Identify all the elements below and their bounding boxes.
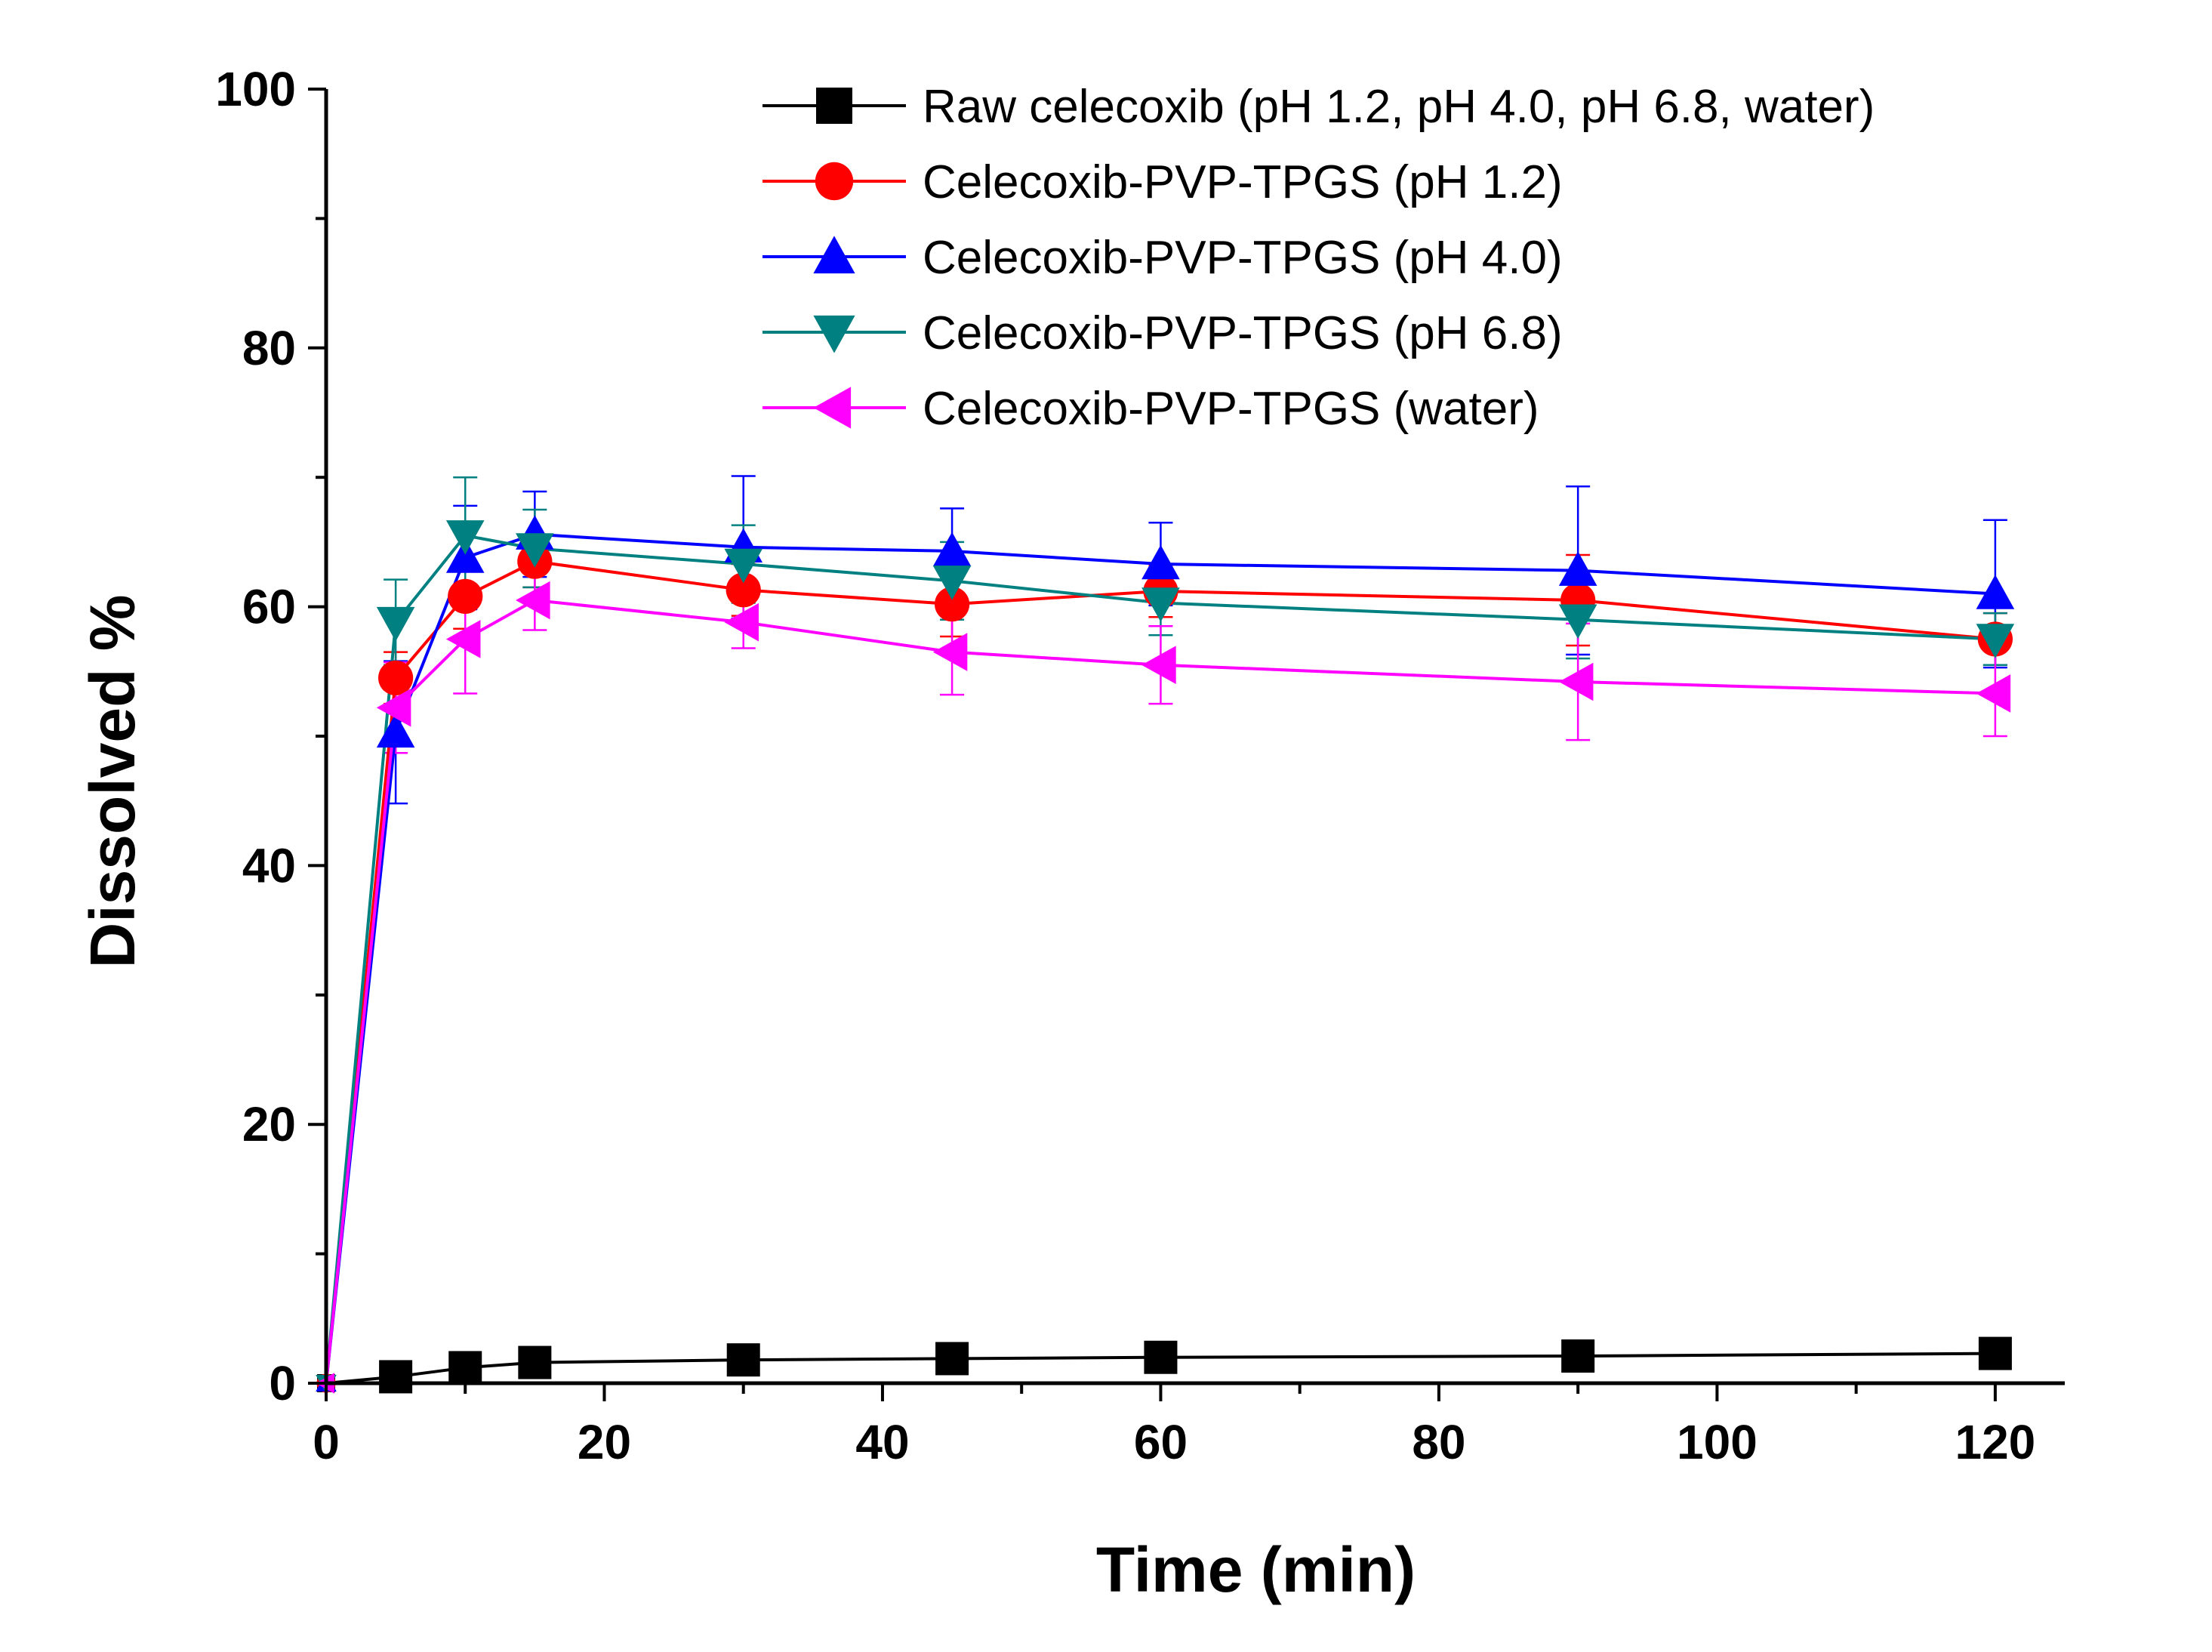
data-point — [1558, 662, 1594, 701]
series-markers — [316, 515, 2015, 1394]
legend-label: Celecoxib-PVP-TPGS (water) — [923, 383, 1539, 435]
data-point — [1144, 1340, 1178, 1374]
axes: 0 20 40 60 80 100 0 20 40 60 80 100 120 — [215, 62, 2065, 1469]
data-point — [516, 533, 554, 568]
x-tick-label: 60 — [1134, 1415, 1188, 1469]
x-tick-label: 40 — [855, 1415, 909, 1469]
data-point — [445, 520, 485, 555]
y-tick-label: 40 — [242, 838, 296, 892]
legend-marker — [813, 387, 852, 429]
x-tick-label: 120 — [1955, 1415, 2035, 1469]
data-point — [1141, 587, 1180, 622]
data-point — [376, 606, 415, 642]
data-point — [1976, 624, 2015, 658]
data-point — [726, 1343, 760, 1377]
data-point — [379, 1360, 413, 1394]
legend-label: Celecoxib-PVP-TPGS (pH 6.8) — [923, 307, 1563, 359]
x-axis-title: Time (min) — [1096, 1534, 1416, 1605]
data-point — [376, 688, 411, 727]
data-point — [1141, 544, 1180, 580]
legend-label: Celecoxib-PVP-TPGS (pH 1.2) — [923, 156, 1563, 208]
data-point — [932, 633, 968, 671]
legend: Raw celecoxib (pH 1.2, pH 4.0, pH 6.8, w… — [762, 81, 1875, 435]
legend-marker — [813, 236, 855, 274]
y-axis-title: Dissolved % — [77, 595, 148, 969]
data-point — [1976, 674, 2011, 713]
x-tick-label: 100 — [1677, 1415, 1758, 1469]
y-tick-label: 60 — [242, 580, 296, 634]
x-tick-label: 20 — [578, 1415, 631, 1469]
data-point — [1558, 551, 1597, 586]
data-point — [935, 1342, 969, 1376]
data-point — [445, 620, 481, 658]
error-bars — [384, 475, 2007, 805]
data-point — [724, 603, 759, 642]
data-point — [1558, 604, 1597, 640]
y-tick-label: 80 — [242, 321, 296, 375]
legend-marker — [815, 162, 854, 201]
series-line — [325, 599, 1995, 1384]
legend-marker — [816, 88, 852, 124]
y-tick-label: 0 — [269, 1356, 296, 1410]
y-tick-label: 20 — [242, 1097, 296, 1151]
x-tick-label: 80 — [1412, 1415, 1465, 1469]
legend-label: Raw celecoxib (pH 1.2, pH 4.0, pH 6.8, w… — [923, 81, 1875, 133]
data-point — [932, 566, 972, 600]
data-point — [1141, 646, 1176, 685]
data-point — [518, 1345, 552, 1379]
data-point — [448, 1351, 482, 1385]
data-point — [1561, 1339, 1595, 1373]
data-point — [445, 538, 485, 573]
x-tick-label: 0 — [313, 1415, 340, 1469]
data-point — [1976, 575, 2015, 609]
data-point — [376, 713, 415, 748]
data-point — [378, 660, 414, 695]
data-point — [1978, 1336, 2012, 1370]
legend-label: Celecoxib-PVP-TPGS (pH 4.0) — [923, 232, 1563, 284]
data-point — [932, 532, 972, 567]
data-point — [726, 572, 761, 608]
y-tick-label: 100 — [215, 62, 296, 116]
data-point — [724, 548, 763, 584]
data-point — [516, 581, 550, 620]
data-point — [934, 587, 970, 622]
legend-marker — [813, 315, 855, 353]
data-point — [448, 578, 483, 614]
